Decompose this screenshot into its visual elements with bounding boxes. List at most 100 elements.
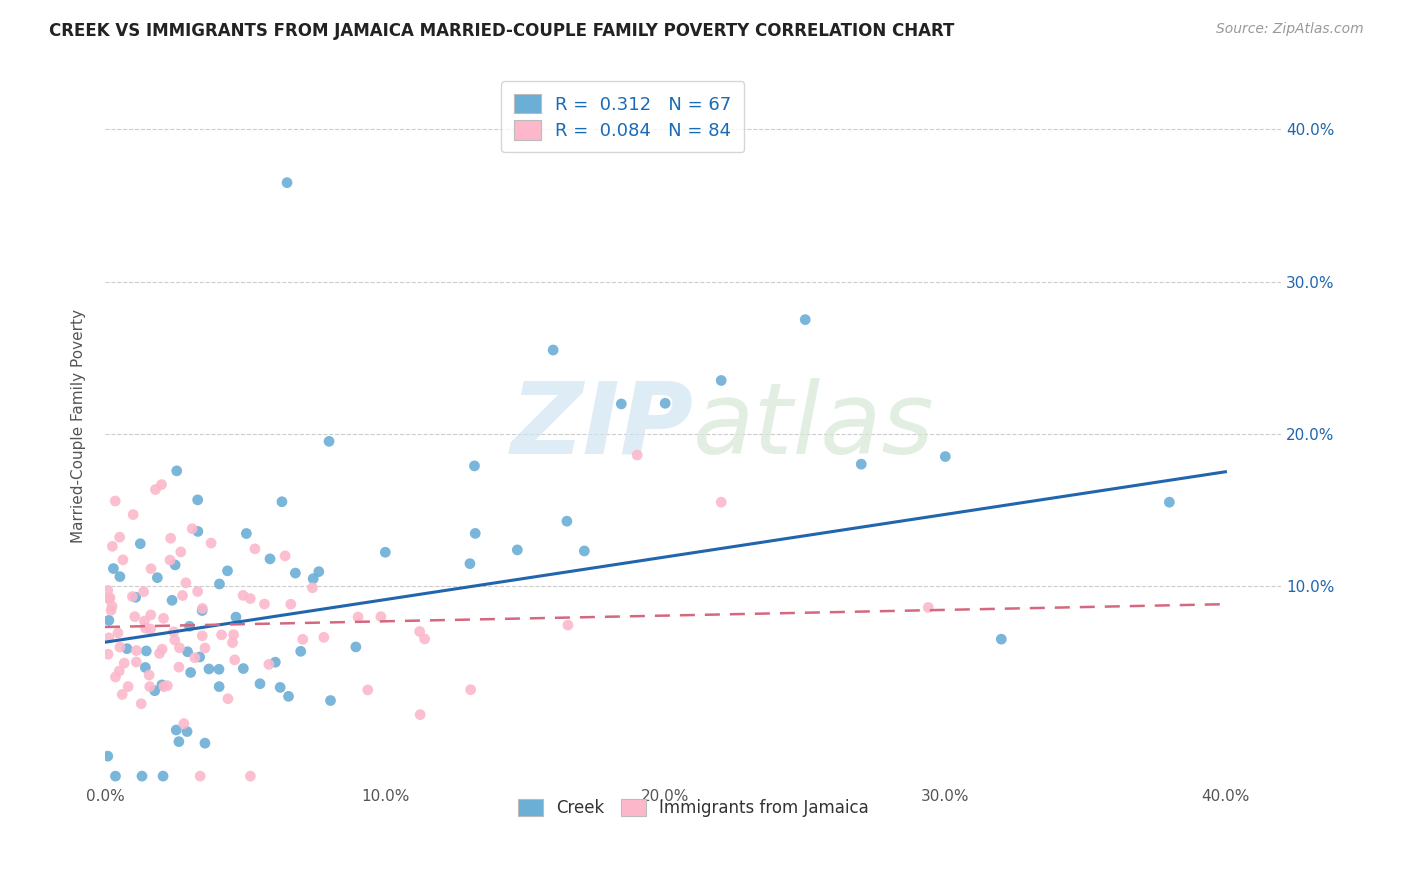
Point [458,557,481,571]
Point [200,536,222,550]
Point [276,176,298,190]
Point [187,524,209,539]
Point [152,769,174,783]
Point [104,769,127,783]
Point [131,769,153,783]
Point [169,640,191,655]
Point [408,624,430,639]
Point [159,553,181,567]
Point [117,680,139,694]
Point [97,749,120,764]
Point [148,647,170,661]
Point [150,477,173,491]
Point [225,610,247,624]
Point [217,691,239,706]
Point [97,592,120,607]
Point [464,526,486,541]
Point [134,614,156,628]
Point [191,603,214,617]
Point [101,599,124,614]
Point [112,656,135,670]
Point [139,562,162,576]
Point [125,655,148,669]
Point [139,607,162,622]
Point [180,665,202,680]
Point [308,565,330,579]
Point [243,541,266,556]
Point [506,542,529,557]
Point [160,593,183,607]
Point [557,618,579,632]
Point [239,591,262,606]
Text: atlas: atlas [693,377,935,475]
Point [374,545,396,559]
Point [301,581,323,595]
Point [150,642,173,657]
Point [165,723,187,737]
Point [253,597,276,611]
Point [121,590,143,604]
Point [132,584,155,599]
Point [176,724,198,739]
Point [135,644,157,658]
Point [181,522,204,536]
Point [224,653,246,667]
Point [104,494,127,508]
Text: ZIP: ZIP [510,377,693,475]
Point [851,457,873,471]
Point [129,697,152,711]
Point [100,603,122,617]
Point [302,572,325,586]
Point [357,682,380,697]
Point [139,680,162,694]
Point [217,564,239,578]
Point [163,624,186,639]
Point [290,644,312,658]
Text: CREEK VS IMMIGRANTS FROM JAMAICA MARRIED-COUPLE FAMILY POVERTY CORRELATION CHART: CREEK VS IMMIGRANTS FROM JAMAICA MARRIED… [49,22,955,40]
Point [211,628,233,642]
Point [108,640,131,654]
Point [187,492,209,507]
Point [146,571,169,585]
Point [170,545,193,559]
Point [271,494,294,508]
Point [194,640,217,655]
Point [97,631,120,645]
Point [794,312,817,326]
Point [347,610,370,624]
Point [541,343,564,357]
Point [134,660,156,674]
Point [318,434,340,449]
Point [284,566,307,580]
Point [108,530,131,544]
Point [1159,495,1181,509]
Point [235,526,257,541]
Point [555,514,578,528]
Point [167,660,190,674]
Point [277,690,299,704]
Point [98,591,121,605]
Point [172,589,194,603]
Point [111,688,134,702]
Point [990,632,1012,647]
Point [159,531,181,545]
Point [135,621,157,635]
Point [198,662,221,676]
Point [232,589,254,603]
Point [264,655,287,669]
Point [934,450,956,464]
Point [115,641,138,656]
Point [167,734,190,748]
Point [152,611,174,625]
Point [249,677,271,691]
Point [319,693,342,707]
Point [163,632,186,647]
Legend: Creek, Immigrants from Jamaica: Creek, Immigrants from Jamaica [509,790,877,825]
Point [156,679,179,693]
Point [173,716,195,731]
Point [174,575,197,590]
Point [176,645,198,659]
Point [97,613,120,627]
Point [654,396,676,410]
Point [312,631,335,645]
